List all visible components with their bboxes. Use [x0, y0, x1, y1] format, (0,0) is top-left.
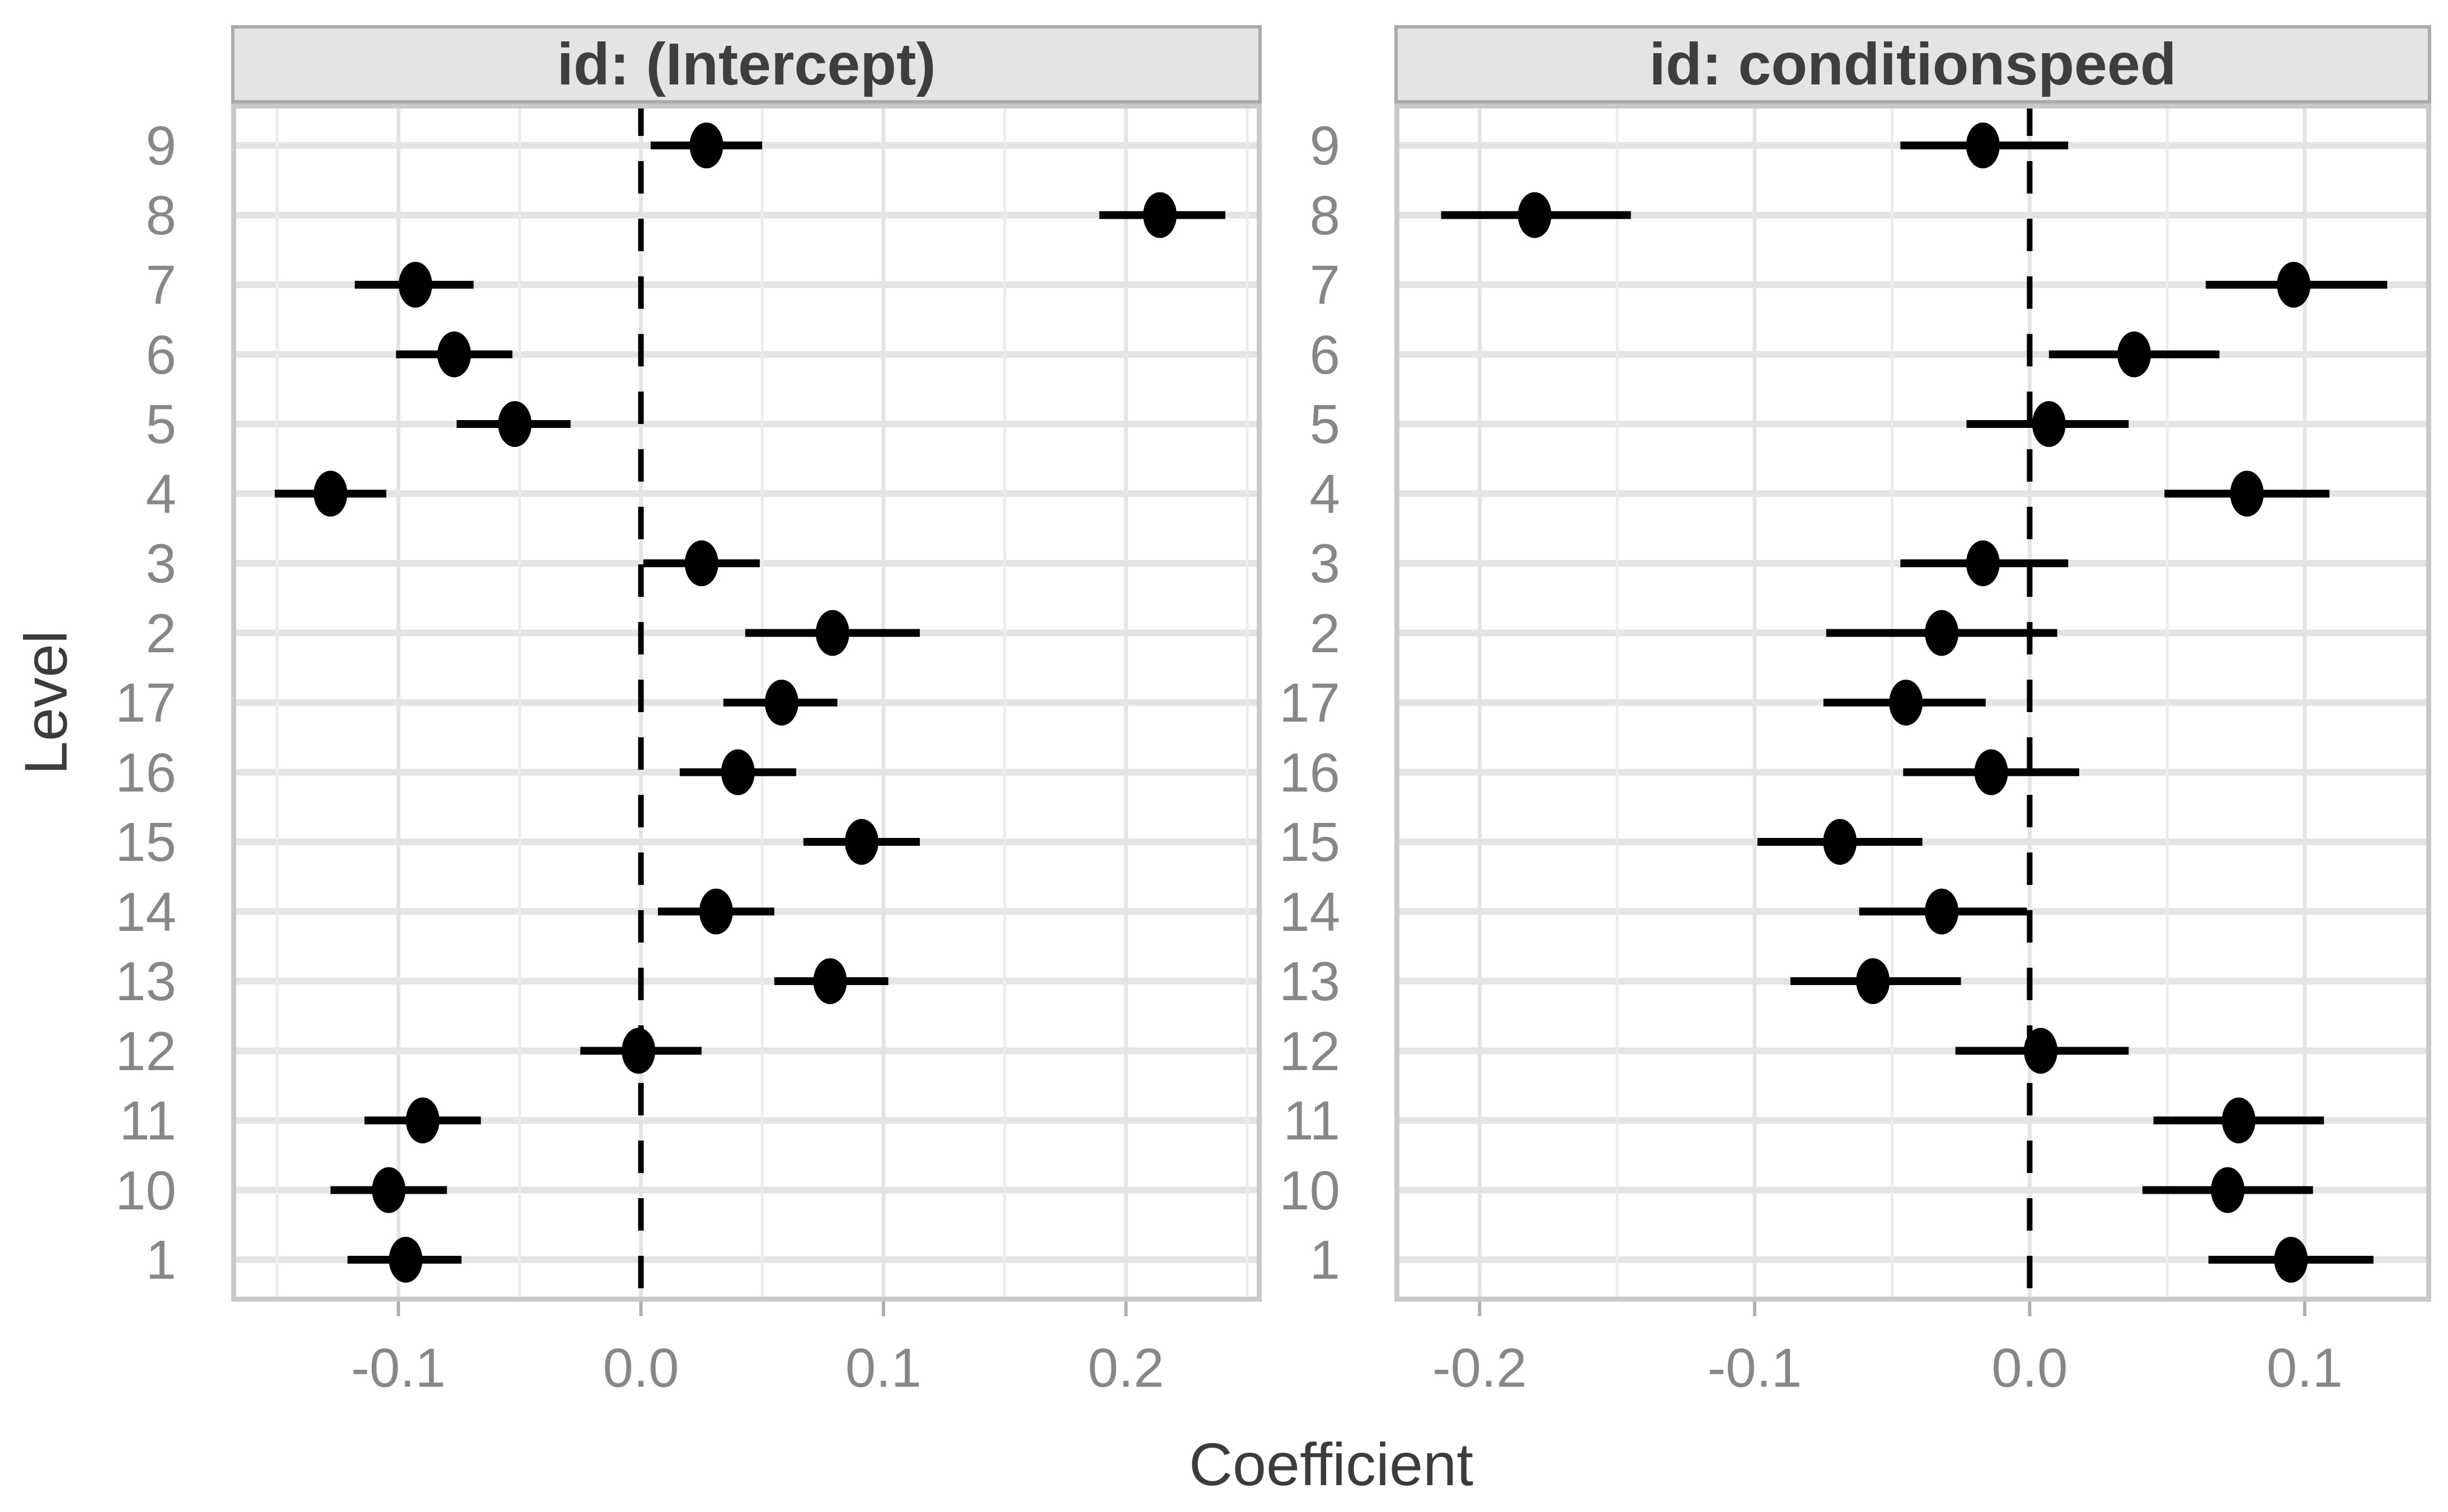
point-marker: [699, 888, 733, 935]
point-marker: [2221, 1098, 2256, 1143]
point-marker: [2211, 1167, 2245, 1213]
x-tick-label: -0.1: [1707, 1337, 1802, 1398]
point-marker: [398, 262, 433, 308]
y-tick-label: 13: [115, 950, 176, 1012]
point-marker: [2117, 331, 2151, 378]
point-marker: [2230, 470, 2264, 517]
y-tick-label: 5: [1309, 393, 1340, 455]
panel-border: [231, 103, 1262, 1302]
point-marker: [2274, 1237, 2308, 1283]
y-tick-label: 9: [145, 115, 176, 176]
y-tick-label: 11: [119, 1090, 176, 1151]
y-tick-label: 6: [145, 323, 176, 385]
y-tick-label: 8: [145, 184, 176, 246]
y-tick-label: 1: [1309, 1229, 1340, 1290]
y-tick-label: 15: [115, 811, 176, 873]
point-marker: [764, 680, 798, 726]
y-tick-label: 16: [115, 741, 176, 803]
point-marker: [2032, 401, 2066, 447]
y-tick-label: 10: [1279, 1159, 1340, 1221]
point-marker: [815, 610, 849, 656]
point-marker: [389, 1237, 423, 1283]
x-tick-label: 0.1: [2266, 1337, 2343, 1398]
point-marker: [1925, 610, 1959, 656]
x-tick-label: -0.2: [1432, 1337, 1527, 1398]
y-tick-label: 5: [145, 393, 176, 455]
y-tick-label: 12: [115, 1020, 176, 1082]
y-tick-label: 11: [1283, 1090, 1340, 1151]
x-tick-label: -0.1: [351, 1337, 446, 1398]
y-tick-label: 10: [115, 1159, 176, 1221]
point-marker: [684, 540, 718, 586]
y-tick-label: 15: [1279, 811, 1340, 873]
point-marker: [1143, 192, 1177, 238]
point-marker: [813, 958, 847, 1004]
point-marker: [1974, 749, 2008, 795]
x-axis-title: Coefficient: [1188, 1430, 1474, 1498]
panel-border: [1394, 103, 2431, 1302]
point-marker: [1823, 819, 1857, 865]
point-marker: [1856, 958, 1890, 1004]
point-marker: [372, 1167, 406, 1213]
y-tick-label: 2: [1309, 602, 1340, 664]
point-marker: [1925, 888, 1959, 935]
point-marker: [437, 331, 471, 378]
point-marker: [844, 819, 878, 865]
point-marker: [2277, 262, 2311, 308]
y-tick-label: 14: [115, 880, 176, 943]
point-marker: [1966, 540, 2000, 586]
facet-strip-intercept: id: (Intercept): [231, 25, 1262, 103]
x-tick-label: 0.2: [1088, 1337, 1164, 1398]
y-tick-label: 6: [1309, 323, 1340, 385]
y-tick-label: 17: [1279, 672, 1340, 733]
point-marker: [1889, 680, 1923, 726]
point-marker: [721, 749, 755, 795]
x-tick-label: 0.1: [845, 1337, 922, 1398]
y-tick-label: 12: [1279, 1020, 1340, 1082]
y-tick-label: 7: [145, 254, 176, 315]
y-tick-label: 9: [1309, 115, 1340, 176]
point-marker: [498, 401, 532, 447]
point-marker: [1517, 192, 1552, 238]
y-tick-label: 13: [1279, 950, 1340, 1012]
facet-strip-conditionspeed: id: conditionspeed: [1394, 25, 2431, 103]
y-tick-label: 3: [1309, 533, 1340, 594]
point-marker: [2024, 1028, 2058, 1074]
y-tick-label: 4: [1309, 463, 1340, 525]
y-tick-label: 2: [145, 602, 176, 664]
y-tick-label: 8: [1309, 184, 1340, 246]
point-marker: [689, 123, 723, 168]
y-tick-label: 17: [115, 672, 176, 733]
x-tick-label: 0.0: [603, 1337, 679, 1398]
y-tick-label: 4: [145, 463, 176, 525]
point-marker: [313, 470, 347, 517]
facet-panel-intercept: [231, 103, 1262, 1316]
y-tick-label: 14: [1279, 880, 1340, 943]
point-marker: [406, 1098, 440, 1143]
y-tick-label: 16: [1279, 741, 1340, 803]
point-marker: [622, 1028, 656, 1074]
y-tick-label: 3: [145, 533, 176, 594]
y-tick-label: 7: [1309, 254, 1340, 315]
x-tick-label: 0.0: [1991, 1337, 2068, 1398]
point-marker: [1966, 123, 2000, 168]
y-tick-label: 1: [145, 1229, 176, 1290]
facet-panel-conditionspeed: [1394, 103, 2431, 1316]
